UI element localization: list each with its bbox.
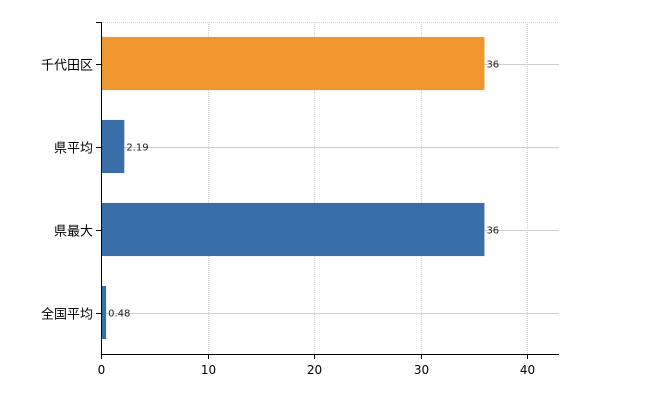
axes	[96, 22, 559, 359]
x-tick-label: 30	[414, 363, 429, 377]
category-label: 千代田区	[41, 59, 93, 74]
data-label: 36	[486, 60, 499, 71]
x-tick-label: 20	[307, 363, 322, 377]
bars	[101, 36, 485, 340]
data-label: 0.48	[108, 309, 130, 320]
category-label: 県平均	[54, 142, 93, 157]
category-label: 県最大	[54, 225, 93, 240]
x-tick-label: 0	[98, 363, 106, 377]
bar	[101, 119, 125, 174]
bar	[101, 36, 485, 91]
bar	[101, 285, 107, 340]
data-label: 2.19	[126, 143, 148, 154]
x-tick-label: 10	[201, 363, 216, 377]
bar	[101, 202, 485, 257]
category-label: 全国平均	[41, 307, 93, 323]
data-label: 36	[486, 226, 499, 237]
x-tick-label: 40	[520, 363, 535, 377]
